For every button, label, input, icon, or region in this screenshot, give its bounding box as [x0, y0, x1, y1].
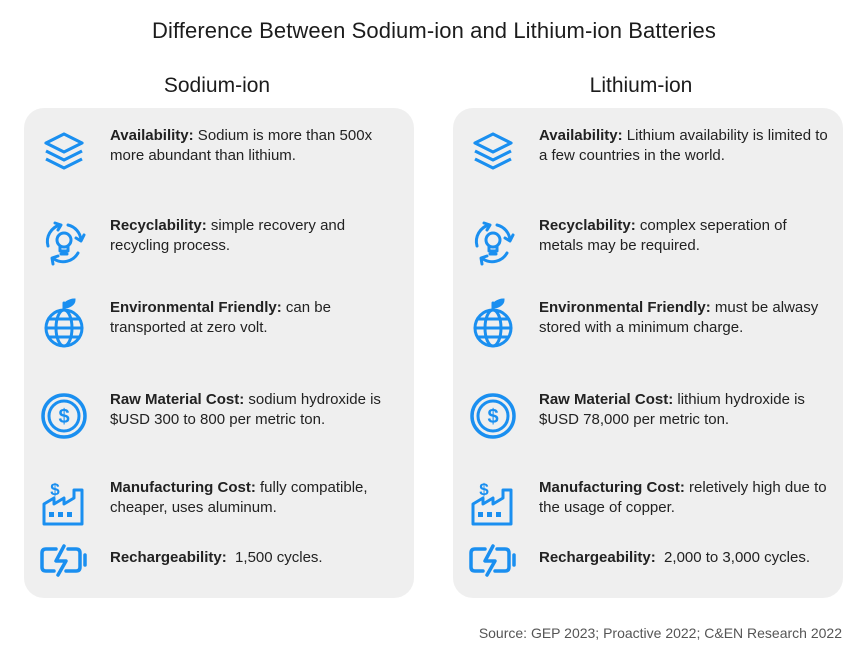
row-rechargeability: Rechargeability: 2,000 to 3,000 cycles.	[453, 544, 843, 608]
column-heading-sodium: Sodium-ion	[163, 74, 271, 97]
svg-text:$: $	[479, 480, 489, 499]
row-label: Rechargeability:	[110, 549, 227, 566]
panel-sodium: Availability: Sodium is more than 500x m…	[24, 108, 414, 598]
recycle-bulb-icon-graphic	[45, 221, 86, 266]
row-text: can be transported at zero volt.	[110, 299, 331, 336]
globe-leaf-icon	[38, 298, 90, 350]
row-text: complex seperation of metals may be requ…	[539, 217, 787, 254]
row-text: simple recovery and recycling process.	[110, 217, 346, 254]
factory-dollar-icon-graphic: $	[42, 480, 84, 526]
factory-dollar-icon-graphic: $	[471, 480, 513, 526]
row-label: Environmental Friendly:	[539, 299, 711, 316]
source-note: Source: GEP 2023; Proactive 2022; C&EN R…	[478, 625, 842, 641]
dollar-coin-icon: $	[467, 390, 519, 442]
svg-text:$: $	[487, 406, 498, 428]
row-label: Raw Material Cost:	[110, 391, 245, 408]
row-label: Availability:	[539, 127, 623, 144]
globe-leaf-icon-graphic	[473, 298, 513, 348]
row-text: Lithium availability is limited to a few…	[539, 127, 828, 164]
row-label: Availability:	[110, 127, 194, 144]
row-raw-material: $ Raw Material Cost: sodium hydroxide is…	[24, 390, 414, 450]
row-raw-material: $ Raw Material Cost: lithium hydroxide i…	[453, 390, 843, 450]
globe-leaf-icon	[467, 298, 519, 350]
row-environmental: Environmental Friendly: must be alwasy s…	[453, 298, 843, 358]
row-label: Recyclability:	[539, 217, 636, 234]
svg-text:$: $	[58, 406, 69, 428]
layers-icon	[38, 126, 90, 178]
layers-icon	[467, 126, 519, 178]
row-text: 2,000 to 3,000 cycles.	[655, 549, 810, 566]
panel-lithium: Availability: Lithium availability is li…	[453, 108, 843, 598]
recycle-bulb-icon-graphic	[474, 221, 515, 266]
row-label: Recyclability:	[110, 217, 207, 234]
row-recyclability: Recyclability: complex seperation of met…	[453, 216, 843, 276]
row-text: sodium hydroxide is $USD 300 to 800 per …	[110, 391, 381, 428]
battery-charging-icon	[38, 534, 90, 586]
factory-dollar-icon: $	[38, 478, 90, 530]
row-rechargeability: Rechargeability: 1,500 cycles.	[24, 544, 414, 608]
dollar-coin-icon: $	[38, 390, 90, 442]
row-manufacturing: $ Manufacturing Cost: fully compatible, …	[24, 478, 414, 538]
row-environmental: Environmental Friendly: can be transport…	[24, 298, 414, 358]
row-availability: Availability: Sodium is more than 500x m…	[24, 126, 414, 186]
row-text: Sodium is more than 500x more abundant t…	[110, 127, 373, 164]
row-text: reletively high due to the usage of copp…	[539, 479, 827, 516]
layers-icon-graphic	[473, 132, 513, 170]
row-label: Manufacturing Cost:	[539, 479, 685, 496]
row-text: fully compatible, cheaper, uses aluminum…	[110, 479, 368, 516]
globe-leaf-icon-graphic	[44, 298, 84, 348]
factory-dollar-icon: $	[467, 478, 519, 530]
row-text: 1,500 cycles.	[226, 549, 323, 566]
recycle-bulb-icon	[38, 216, 90, 268]
layers-icon-graphic	[44, 132, 84, 170]
dollar-coin-icon-graphic: $	[470, 393, 516, 439]
row-manufacturing: $ Manufacturing Cost: reletively high du…	[453, 478, 843, 538]
column-heading-lithium: Lithium-ion	[589, 74, 693, 97]
page-title: Difference Between Sodium-ion and Lithiu…	[152, 18, 716, 43]
row-label: Raw Material Cost:	[539, 391, 674, 408]
dollar-coin-icon-graphic: $	[41, 393, 87, 439]
battery-charging-icon	[467, 534, 519, 586]
row-recyclability: Recyclability: simple recovery and recyc…	[24, 216, 414, 276]
row-label: Rechargeability:	[539, 549, 656, 566]
recycle-bulb-icon	[467, 216, 519, 268]
battery-charging-icon-graphic	[469, 544, 516, 577]
row-label: Environmental Friendly:	[110, 299, 282, 316]
row-label: Manufacturing Cost:	[110, 479, 256, 496]
svg-text:$: $	[50, 480, 60, 499]
row-text: lithium hydroxide is $USD 78,000 per met…	[539, 391, 805, 428]
battery-charging-icon-graphic	[40, 544, 87, 577]
row-availability: Availability: Lithium availability is li…	[453, 126, 843, 186]
row-text: must be alwasy stored with a minimum cha…	[539, 299, 819, 336]
